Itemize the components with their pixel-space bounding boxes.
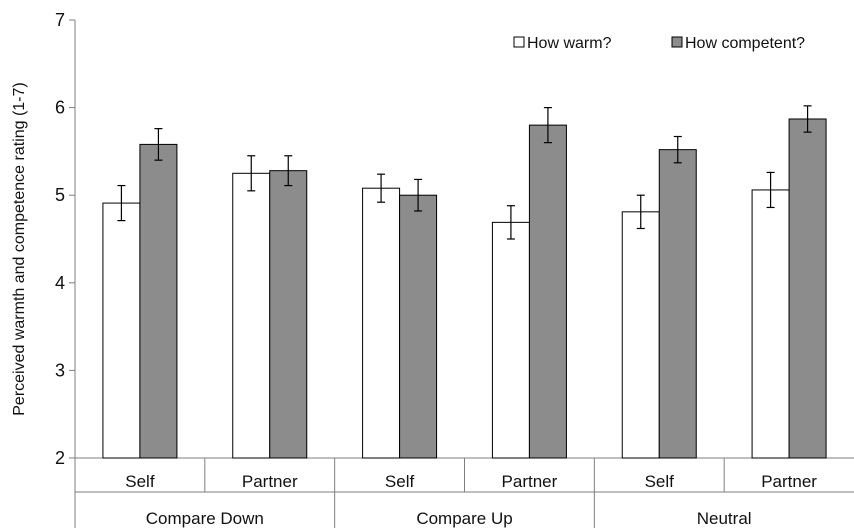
y-tick-label: 7 (55, 10, 65, 30)
bar-warm (362, 187, 401, 459)
x-group-label: Neutral (697, 509, 752, 528)
y-axis-label-group: Perceived warmth and competence rating (… (11, 82, 28, 416)
y-tick-label: 2 (55, 448, 65, 468)
bar-warm (621, 211, 660, 459)
bar-competent (788, 118, 827, 459)
bar-competent (528, 124, 567, 459)
x-category-label: Partner (761, 472, 817, 491)
bar-competent (399, 194, 438, 459)
bar-warm (102, 202, 141, 459)
y-tick-label: 3 (55, 360, 65, 380)
bar-competent (139, 143, 178, 459)
legend-swatch (513, 36, 525, 48)
y-tick-label: 4 (55, 273, 65, 293)
x-category-label: Self (125, 472, 155, 491)
bar-competent (658, 149, 697, 459)
y-tick-label: 5 (55, 185, 65, 205)
x-category-label: Partner (502, 472, 558, 491)
y-axis-label: Perceived warmth and competence rating (… (11, 82, 28, 416)
bar-warm (751, 189, 790, 459)
x-group-label: Compare Up (416, 509, 512, 528)
bars (102, 118, 827, 459)
legend-swatch (671, 36, 683, 48)
legend-label: How competent? (685, 35, 805, 52)
axes: 2 3 4 5 6 7 (55, 10, 854, 528)
x-category-label: Self (385, 472, 415, 491)
legend: How warm? How competent? (513, 35, 805, 52)
legend-label: How warm? (527, 35, 612, 52)
error-bars (117, 105, 812, 240)
y-tick-label: 6 (55, 98, 65, 118)
bar-warm (491, 221, 530, 459)
x-category-label: Partner (242, 472, 298, 491)
x-axis-labels: Self Partner Self Partner Self Partner Compare… (125, 472, 817, 528)
x-group-label: Compare Down (146, 509, 264, 528)
x-category-label: Self (645, 472, 675, 491)
bar-competent (269, 170, 308, 459)
bar-warm (232, 172, 271, 459)
